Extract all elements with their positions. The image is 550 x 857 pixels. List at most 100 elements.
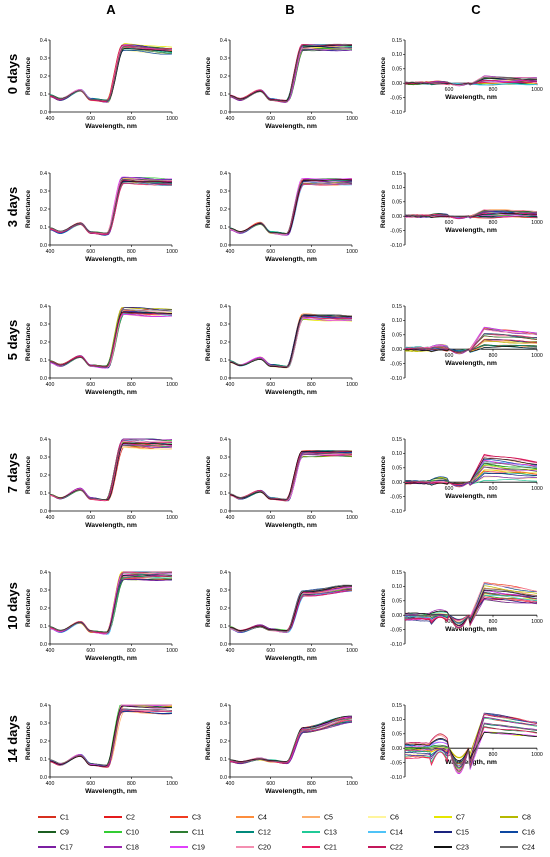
y-axis-label: Reflectance bbox=[205, 323, 212, 361]
x-tick-label: 400 bbox=[226, 382, 235, 388]
y-tick-label: 0.4 bbox=[220, 171, 227, 177]
y-tick-label: 0.0 bbox=[220, 110, 227, 116]
series-line-c23 bbox=[229, 44, 353, 102]
x-tick-label: 400 bbox=[226, 781, 235, 787]
x-tick-label: 1000 bbox=[166, 781, 178, 787]
y-tick-label: 0.3 bbox=[40, 56, 47, 62]
panel-b-5-days: 0.0 0.1 0.2 0.3 0.4 400 600 800 1000 Wavelength, … bbox=[205, 304, 358, 396]
x-tick-label: 600 bbox=[86, 648, 95, 654]
y-tick-label: -0.05 bbox=[390, 760, 402, 766]
legend-label: C1 bbox=[60, 815, 69, 822]
x-axis-label: Wavelength, nm bbox=[265, 123, 317, 130]
panel-b-3-days: 0.0 0.1 0.2 0.3 0.4 400 600 800 1000 Wavelength, … bbox=[205, 171, 358, 263]
x-tick-label: 800 bbox=[489, 87, 498, 93]
series-line-c24 bbox=[229, 181, 353, 235]
panel-b-14-days: 0.0 0.1 0.2 0.3 0.4 400 600 800 1000 Wavelength, … bbox=[205, 703, 358, 795]
column-headers: A B C bbox=[106, 2, 481, 17]
series-line-c21 bbox=[404, 726, 538, 771]
y-axis-label: Reflectance bbox=[380, 722, 387, 760]
x-axis-label: Wavelength, nm bbox=[85, 389, 137, 396]
y-axis-label: Reflectance bbox=[25, 323, 32, 361]
x-axis-label: Wavelength, nm bbox=[265, 522, 317, 529]
series-line-c23 bbox=[229, 585, 352, 631]
series-line-c17 bbox=[404, 475, 537, 487]
legend-label: C10 bbox=[126, 830, 139, 837]
y-tick-label: -0.05 bbox=[390, 627, 402, 633]
panel-a-14-days: 0.0 0.1 0.2 0.3 0.4 400 600 800 1000 Wavelength, … bbox=[25, 703, 178, 795]
x-tick-label: 800 bbox=[489, 220, 498, 226]
x-tick-label: 800 bbox=[307, 382, 316, 388]
row-labels: 0 days 3 days 5 days 7 days 10 days 14 d… bbox=[5, 54, 20, 763]
y-tick-label: 0.4 bbox=[40, 570, 47, 576]
y-axis-label: Reflectance bbox=[25, 722, 32, 760]
legend-label: C8 bbox=[522, 815, 531, 822]
x-tick-label: 800 bbox=[127, 648, 136, 654]
y-tick-label: 0.3 bbox=[40, 588, 47, 594]
y-tick-label: 0.1 bbox=[220, 757, 227, 763]
legend-item-c7: C7 bbox=[434, 815, 465, 822]
x-tick-label: 600 bbox=[86, 781, 95, 787]
y-tick-label: -0.05 bbox=[390, 361, 402, 367]
y-tick-label: 0.10 bbox=[392, 717, 402, 723]
legend-item-c11: C11 bbox=[170, 830, 204, 837]
y-tick-label: 0.00 bbox=[392, 480, 402, 486]
x-axis-label: Wavelength, nm bbox=[445, 227, 497, 234]
x-tick-label: 800 bbox=[489, 619, 498, 625]
y-tick-label: 0.0 bbox=[40, 376, 47, 382]
y-tick-label: 0.1 bbox=[220, 358, 227, 364]
row-label-0-days: 0 days bbox=[5, 54, 20, 94]
series-line-c22 bbox=[229, 179, 353, 234]
y-tick-label: 0.05 bbox=[392, 333, 402, 339]
y-tick-label: 0.15 bbox=[392, 437, 402, 443]
series-line-c23 bbox=[404, 457, 538, 486]
y-tick-label: 0.4 bbox=[40, 171, 47, 177]
y-tick-label: -0.10 bbox=[390, 376, 402, 382]
row-label-3-days: 3 days bbox=[5, 187, 20, 227]
x-tick-label: 400 bbox=[46, 648, 55, 654]
legend-label: C17 bbox=[60, 845, 73, 852]
legend-label: C20 bbox=[258, 845, 271, 852]
x-tick-label: 600 bbox=[86, 249, 95, 255]
y-tick-label: 0.4 bbox=[40, 437, 47, 443]
legend-label: C24 bbox=[522, 845, 535, 852]
panel-a-7-days: 0.0 0.1 0.2 0.3 0.4 400 600 800 1000 Wavelength, … bbox=[25, 437, 178, 529]
panel-a-10-days: 0.0 0.1 0.2 0.3 0.4 400 600 800 1000 Wavelength, … bbox=[25, 570, 178, 662]
y-tick-label: -0.05 bbox=[390, 494, 402, 500]
y-tick-label: 0.0 bbox=[40, 110, 47, 116]
x-tick-label: 600 bbox=[86, 116, 95, 122]
y-tick-label: 0.2 bbox=[220, 74, 227, 80]
series-line-c21 bbox=[404, 596, 538, 622]
y-tick-label: 0.1 bbox=[40, 225, 47, 231]
legend-label: C2 bbox=[126, 815, 135, 822]
legend-label: C4 bbox=[258, 815, 267, 822]
legend-label: C3 bbox=[192, 815, 201, 822]
panel-a-0-days: 0.0 0.1 0.2 0.3 0.4 400 600 800 1000 Wavelength, … bbox=[25, 38, 178, 130]
row-label-5-days: 5 days bbox=[5, 320, 20, 360]
y-tick-label: 0.3 bbox=[40, 455, 47, 461]
x-tick-label: 800 bbox=[307, 515, 316, 521]
y-tick-label: 0.10 bbox=[392, 451, 402, 457]
legend-label: C12 bbox=[258, 830, 271, 837]
x-tick-label: 600 bbox=[445, 220, 454, 226]
y-tick-label: 0.0 bbox=[220, 642, 227, 648]
legend-item-c23: C23 bbox=[434, 845, 469, 852]
y-axis-label: Reflectance bbox=[205, 190, 212, 228]
series-line-c23 bbox=[405, 77, 537, 85]
x-tick-label: 600 bbox=[445, 486, 454, 492]
x-axis-label: Wavelength, nm bbox=[265, 788, 317, 795]
x-tick-label: 400 bbox=[46, 781, 55, 787]
panel-a-5-days: 0.0 0.1 0.2 0.3 0.4 400 600 800 1000 Wavelength, … bbox=[25, 304, 178, 396]
y-tick-label: 0.0 bbox=[40, 642, 47, 648]
x-axis-label: Wavelength, nm bbox=[85, 522, 137, 529]
y-tick-label: 0.10 bbox=[392, 584, 402, 590]
x-tick-label: 1000 bbox=[166, 249, 178, 255]
x-tick-label: 1000 bbox=[166, 116, 178, 122]
column-header-c: C bbox=[471, 2, 481, 17]
y-axis-label: Reflectance bbox=[205, 722, 212, 760]
series-line-c22 bbox=[404, 713, 538, 767]
legend-item-c15: C15 bbox=[434, 830, 469, 837]
y-tick-label: 0.00 bbox=[392, 746, 402, 752]
legend-label: C7 bbox=[456, 815, 465, 822]
